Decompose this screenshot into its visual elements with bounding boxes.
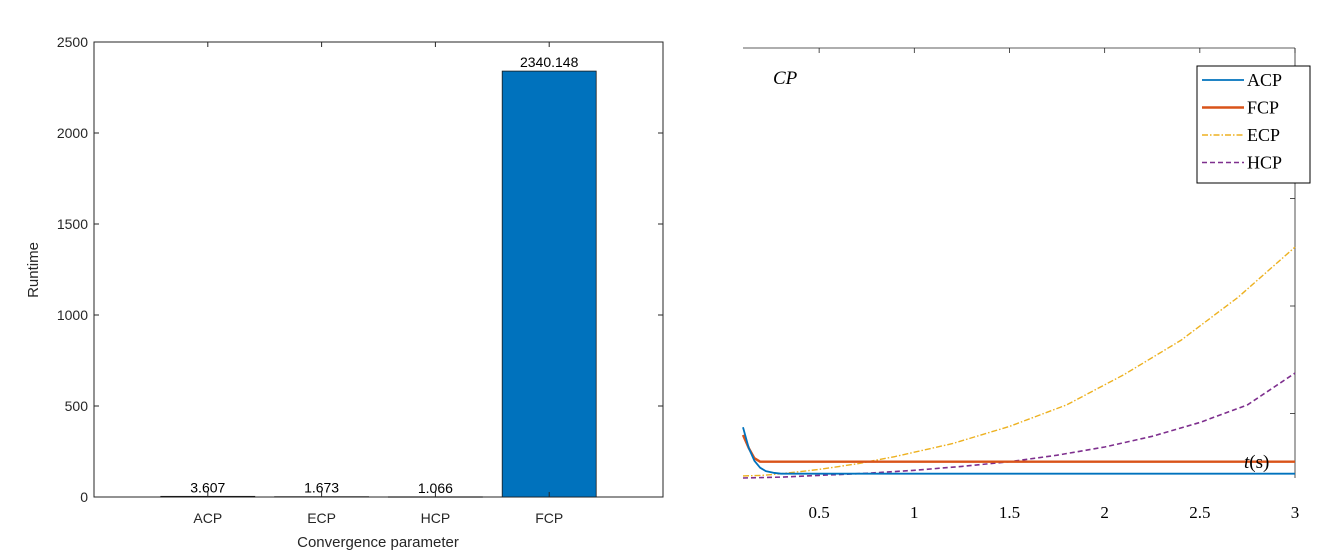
legend-label-ecp: ECP xyxy=(1247,125,1280,145)
y-tick-label: 2000 xyxy=(57,125,88,141)
legend-box xyxy=(1196,65,1311,184)
data-label-fcp: 2340.148 xyxy=(520,54,579,70)
y-axis-ticks: 0 500 1000 1500 2000 2500 xyxy=(57,34,663,505)
data-label-hcp: 1.066 xyxy=(418,480,453,496)
legend-label-hcp: HCP xyxy=(1247,153,1282,173)
bars: 3.607 1.673 1.066 2340.148 xyxy=(160,54,597,498)
x-axis-ticks: 0.5 1 1.5 2 2.5 3 xyxy=(809,48,1300,522)
data-label-acp: 3.607 xyxy=(190,479,225,495)
x-tick-label: 0.5 xyxy=(809,503,830,522)
x-tick-label: 2 xyxy=(1100,503,1109,522)
line-chart: 0.5 1 1.5 2 2.5 3 CP t(s) ACP FCP ECP HCP xyxy=(741,47,1311,522)
x-tick-label: ECP xyxy=(307,510,336,526)
y-tick-label: 2500 xyxy=(57,34,88,50)
x-axis-label: Convergence parameter xyxy=(297,534,459,551)
x-tick-label: 2.5 xyxy=(1189,503,1210,522)
legend: ACP FCP ECP HCP xyxy=(1196,65,1311,184)
y-tick-label: 1500 xyxy=(57,216,88,232)
y-tick-label: 500 xyxy=(65,398,89,414)
x-axis-ticks: ACP ECP HCP FCP xyxy=(193,42,563,526)
legend-label-fcp: FCP xyxy=(1247,98,1279,118)
bar-chart: 0 500 1000 1500 2000 2500 3.607 1.673 1.066 2340… xyxy=(25,34,664,551)
legend-label-acp: ACP xyxy=(1247,70,1282,90)
y-tick-label: 1000 xyxy=(57,307,88,323)
x-tick-label: 1.5 xyxy=(999,503,1020,522)
x-tick-label: FCP xyxy=(535,510,563,526)
y-axis-label: Runtime xyxy=(25,242,42,298)
bar-fcp xyxy=(501,70,597,498)
x-tick-label: 1 xyxy=(910,503,919,522)
y-tick-label: 0 xyxy=(80,489,88,505)
data-label-ecp: 1.673 xyxy=(304,480,339,496)
x-tick-label: 3 xyxy=(1291,503,1300,522)
chart-annotation: CP xyxy=(773,68,798,89)
series-line-ecp xyxy=(742,246,1296,477)
x-axis-label: t(s) xyxy=(1244,452,1269,473)
x-tick-label: ACP xyxy=(193,510,222,526)
series-line-acp xyxy=(742,427,1295,475)
legend-entries: ACP FCP ECP HCP xyxy=(1202,70,1282,173)
series-lines xyxy=(741,246,1296,479)
x-tick-label: HCP xyxy=(421,510,451,526)
